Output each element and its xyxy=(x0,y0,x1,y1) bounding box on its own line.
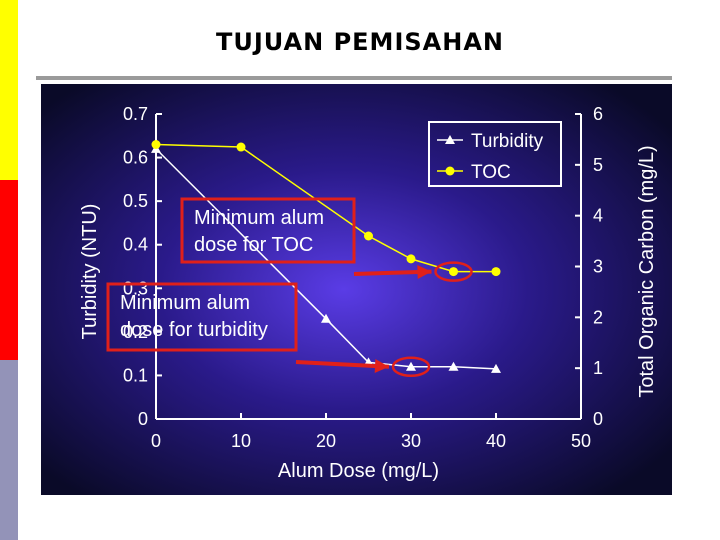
turbidity-series-line xyxy=(155,148,497,370)
x-axis-title: Alum Dose (mg/L) xyxy=(278,460,439,482)
legend-turbidity-marker xyxy=(445,135,455,144)
y-left-tick-label: 0.5 xyxy=(123,191,148,211)
chart-svg: 0 10 20 30 40 5000.10.20.30.40.50.60.70123456… xyxy=(41,84,672,495)
slide-title: TUJUAN PEMISAHAN xyxy=(216,28,504,56)
chart-background xyxy=(41,84,672,495)
x-tick-label: 40 xyxy=(486,431,506,451)
toc-series-line xyxy=(155,143,496,273)
callouts: Minimum alum dose for TOC Minimum alum dose… xyxy=(106,197,473,377)
accent-band-yellow xyxy=(0,0,18,180)
x-tick-label: 10 xyxy=(231,431,251,451)
toc-point xyxy=(151,140,161,149)
callout-text: Minimum alum xyxy=(194,207,324,229)
accent-band-red xyxy=(0,180,18,360)
callout-arrowhead xyxy=(374,359,389,373)
y-right-tick-label: 0 xyxy=(593,409,603,429)
y-left-tick-label: 0.4 xyxy=(123,235,148,255)
callout-text: dose for TOC xyxy=(194,234,313,256)
toc-point xyxy=(449,267,458,277)
y-left-tick-label: 0.1 xyxy=(123,365,148,385)
chart-figure: 0 10 20 30 40 50 0 0.1 0.2 0.3 0.4 0.5 0.6 0.7 0 1 2 3 4 5 6… xyxy=(41,84,672,495)
callout-highlight-circle xyxy=(391,356,431,377)
callout-box xyxy=(180,197,356,264)
callout-arrow-line xyxy=(295,360,390,369)
y-right-tick-label: 5 xyxy=(593,155,603,175)
y-right-tick-label: 4 xyxy=(593,206,603,226)
x-tick-label: 30 xyxy=(401,431,421,451)
y-right-tick-label: 2 xyxy=(593,307,603,327)
legend: Turbidity TOC xyxy=(428,121,562,187)
turbidity-point xyxy=(321,313,331,323)
y-right-axis-title: Total Organic Carbon (mg/L) xyxy=(636,145,658,397)
x-tick-label: 20 xyxy=(316,431,336,451)
y-left-tick-label: 0.2 xyxy=(123,322,148,342)
turbidity-point xyxy=(448,361,459,371)
title-divider xyxy=(36,76,672,80)
y-left-tick-label: 0 xyxy=(138,409,148,429)
legend-toc-label: TOC xyxy=(471,162,511,183)
y-right-tick-label: 3 xyxy=(593,257,603,277)
toc-point xyxy=(406,254,416,264)
accent-band-gray xyxy=(0,360,18,540)
callout-text: dose for turbidity xyxy=(120,319,268,341)
toc-point xyxy=(236,142,246,152)
y-left-tick-label: 0.7 xyxy=(123,104,148,124)
series xyxy=(151,140,501,373)
toc-point xyxy=(364,231,373,241)
turbidity-point xyxy=(406,361,416,371)
callout-highlight-circle xyxy=(434,261,473,282)
y-left-axis-title: Turbidity (NTU) xyxy=(79,204,101,340)
legend-toc-marker xyxy=(445,166,455,176)
axes: 0 10 20 30 40 5000.10.20.30.40.50.60.70123456… xyxy=(79,104,658,482)
legend-box xyxy=(428,121,562,187)
y-right-tick-label: 6 xyxy=(593,104,603,124)
x-tick-label: 0 xyxy=(151,431,161,451)
toc-point xyxy=(491,267,501,277)
callout-box xyxy=(106,282,298,352)
legend-turbidity-label: Turbidity xyxy=(471,131,544,152)
callout-arrowhead xyxy=(417,265,432,280)
x-tick-label: 50 xyxy=(571,431,591,451)
callout-text: Minimum alum xyxy=(120,292,250,314)
turbidity-point xyxy=(491,363,501,373)
y-right-tick-label: 1 xyxy=(593,358,603,378)
y-left-tick-label: 0.6 xyxy=(123,148,148,168)
